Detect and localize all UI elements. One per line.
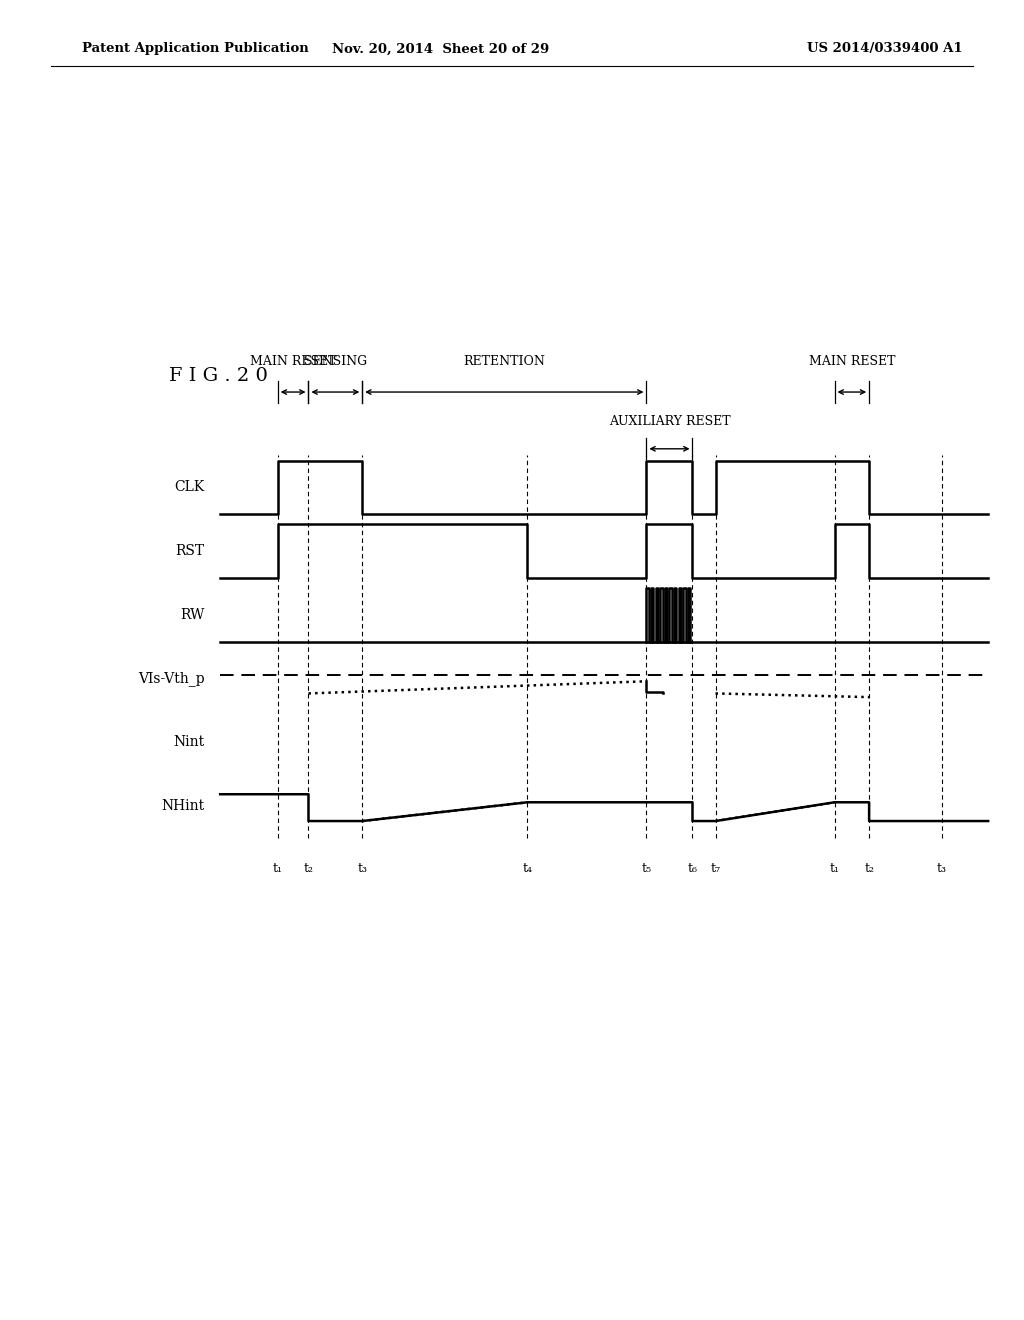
Text: t₁: t₁ [829, 862, 840, 875]
Text: t₇: t₇ [711, 862, 721, 875]
Text: RETENTION: RETENTION [464, 355, 545, 368]
Text: US 2014/0339400 A1: US 2014/0339400 A1 [807, 42, 963, 55]
Text: CLK: CLK [174, 480, 205, 494]
Text: t₄: t₄ [522, 862, 532, 875]
Text: Nint: Nint [174, 735, 205, 750]
Text: t₂: t₂ [864, 862, 874, 875]
Text: t₅: t₅ [641, 862, 651, 875]
Text: MAIN RESET: MAIN RESET [809, 355, 895, 368]
Text: RST: RST [176, 544, 205, 558]
Text: t₆: t₆ [687, 862, 697, 875]
Text: VIs-Vth_p: VIs-Vth_p [138, 672, 205, 686]
Text: Patent Application Publication: Patent Application Publication [82, 42, 308, 55]
Text: t₃: t₃ [937, 862, 947, 875]
Text: t₁: t₁ [272, 862, 283, 875]
Text: RW: RW [180, 609, 205, 622]
Text: t₂: t₂ [303, 862, 313, 875]
Text: SENSING: SENSING [304, 355, 367, 368]
Text: Nov. 20, 2014  Sheet 20 of 29: Nov. 20, 2014 Sheet 20 of 29 [332, 42, 549, 55]
Text: MAIN RESET: MAIN RESET [250, 355, 336, 368]
Text: NHint: NHint [162, 800, 205, 813]
Text: F I G . 2 0: F I G . 2 0 [169, 367, 268, 385]
Text: t₃: t₃ [357, 862, 368, 875]
Text: AUXILIARY RESET: AUXILIARY RESET [608, 414, 730, 428]
